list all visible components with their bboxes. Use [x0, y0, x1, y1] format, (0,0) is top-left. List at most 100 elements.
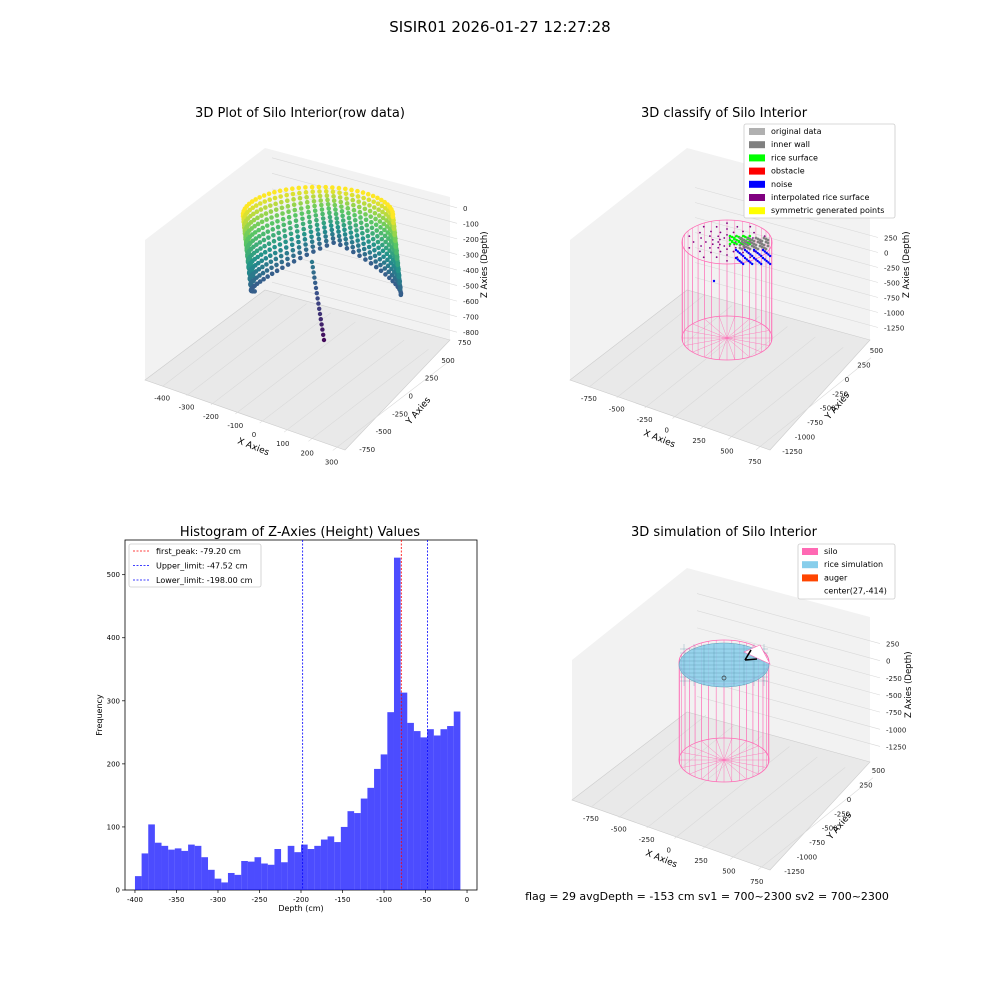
raw-point: [339, 204, 344, 209]
histogram-bar: [360, 798, 368, 890]
raw-point: [290, 247, 296, 253]
interpolated-surface-point: [715, 225, 718, 228]
raw-point: [369, 225, 375, 231]
raw-point: [277, 236, 282, 242]
interpolated-surface-point: [710, 230, 712, 233]
raw-point: [312, 275, 317, 280]
raw-point: [251, 217, 257, 223]
legend-swatch: [749, 167, 765, 175]
interpolated-surface-point: [702, 256, 705, 259]
y-tick-label: -500: [822, 825, 838, 833]
raw-point: [347, 220, 352, 226]
raw-point: [297, 195, 303, 201]
raw-point: [274, 213, 280, 218]
silo-floor-spoke: [723, 745, 759, 761]
histogram-bar: [188, 844, 195, 890]
raw-point: [316, 301, 321, 306]
legend-label: rice simulation: [824, 560, 883, 569]
raw-point: [338, 199, 344, 205]
raw-point: [320, 216, 326, 221]
raw-point: [398, 292, 404, 298]
raw-point: [369, 219, 374, 225]
raw-point: [252, 223, 257, 229]
histogram-bar: [154, 842, 162, 890]
y-tick-label: 0: [409, 393, 413, 401]
histogram-bar: [174, 848, 182, 890]
interpolated-surface-point: [711, 243, 714, 246]
interpolated-surface-point: [704, 241, 707, 243]
noise-point: [763, 258, 766, 261]
raw-point: [266, 241, 272, 246]
z-tick-label: -1000: [884, 310, 904, 318]
raw-point: [328, 223, 334, 228]
raw-point: [335, 224, 341, 230]
raw-point: [382, 227, 387, 233]
raw-point: [374, 228, 380, 233]
inner-wall-point: [754, 243, 758, 247]
z-gridline: [271, 157, 458, 209]
interpolated-surface-point: [718, 243, 721, 246]
silo-floor-spoke: [689, 745, 725, 761]
raw-point: [378, 225, 383, 230]
y-tick-label: 750: [458, 339, 471, 347]
legend-label: silo: [824, 547, 838, 556]
raw-point: [381, 260, 387, 265]
raw-point: [313, 280, 318, 285]
noise-point: [745, 258, 748, 261]
raw-point: [280, 211, 285, 216]
y-tick-label: 100: [107, 823, 120, 831]
raw-point: [326, 206, 332, 211]
raw-point: [357, 209, 363, 215]
raw-point: [368, 214, 374, 219]
raw-point: [378, 230, 384, 236]
silo-floor-spoke: [723, 759, 759, 775]
raw-point: [298, 255, 303, 261]
raw-point: [262, 249, 268, 255]
raw-point: [291, 259, 297, 264]
raw-point: [334, 220, 340, 226]
raw-point: [309, 239, 315, 245]
raw-point: [318, 198, 324, 203]
raw-point: [285, 262, 291, 267]
raw-point: [284, 192, 289, 198]
y-tick-label: -500: [820, 405, 836, 413]
raw-point: [260, 225, 266, 231]
raw-point: [382, 266, 388, 271]
raw-point: [300, 221, 306, 227]
noise-point: [743, 256, 747, 260]
histogram-bar: [374, 768, 381, 890]
raw-point: [255, 221, 261, 227]
histogram-bar: [447, 726, 454, 890]
raw-point: [358, 215, 363, 220]
silo-floor-spoke: [723, 759, 747, 780]
histogram-bar: [301, 844, 308, 890]
raw-point: [323, 184, 328, 190]
z-tick-label: -600: [463, 298, 479, 306]
raw-point: [316, 236, 322, 242]
raw-point: [279, 199, 284, 205]
histogram-bars: [134, 557, 461, 890]
raw-point: [281, 222, 287, 228]
raw-point: [323, 234, 328, 239]
rice-surface-point: [733, 241, 736, 245]
noise-point: [765, 259, 768, 263]
raw-point: [364, 222, 370, 228]
raw-point: [367, 203, 372, 208]
raw-point: [261, 193, 267, 198]
raw-point: [355, 243, 361, 248]
interpolated-surface-point: [726, 260, 728, 262]
x-tick-label: -250: [639, 836, 655, 844]
histogram-bar: [327, 836, 335, 890]
z-gridline: [696, 610, 881, 662]
legend-label: auger: [824, 573, 848, 582]
raw-point: [289, 242, 295, 248]
raw-point: [358, 220, 364, 226]
raw-point: [304, 199, 310, 205]
z-tick-label: -750: [884, 295, 900, 303]
raw-point: [386, 269, 392, 275]
inner-wall-point: [766, 238, 770, 242]
raw-point: [272, 189, 277, 195]
raw-point: [312, 203, 317, 209]
histogram-bar: [287, 845, 295, 890]
x-tick-label: -200: [203, 413, 219, 421]
